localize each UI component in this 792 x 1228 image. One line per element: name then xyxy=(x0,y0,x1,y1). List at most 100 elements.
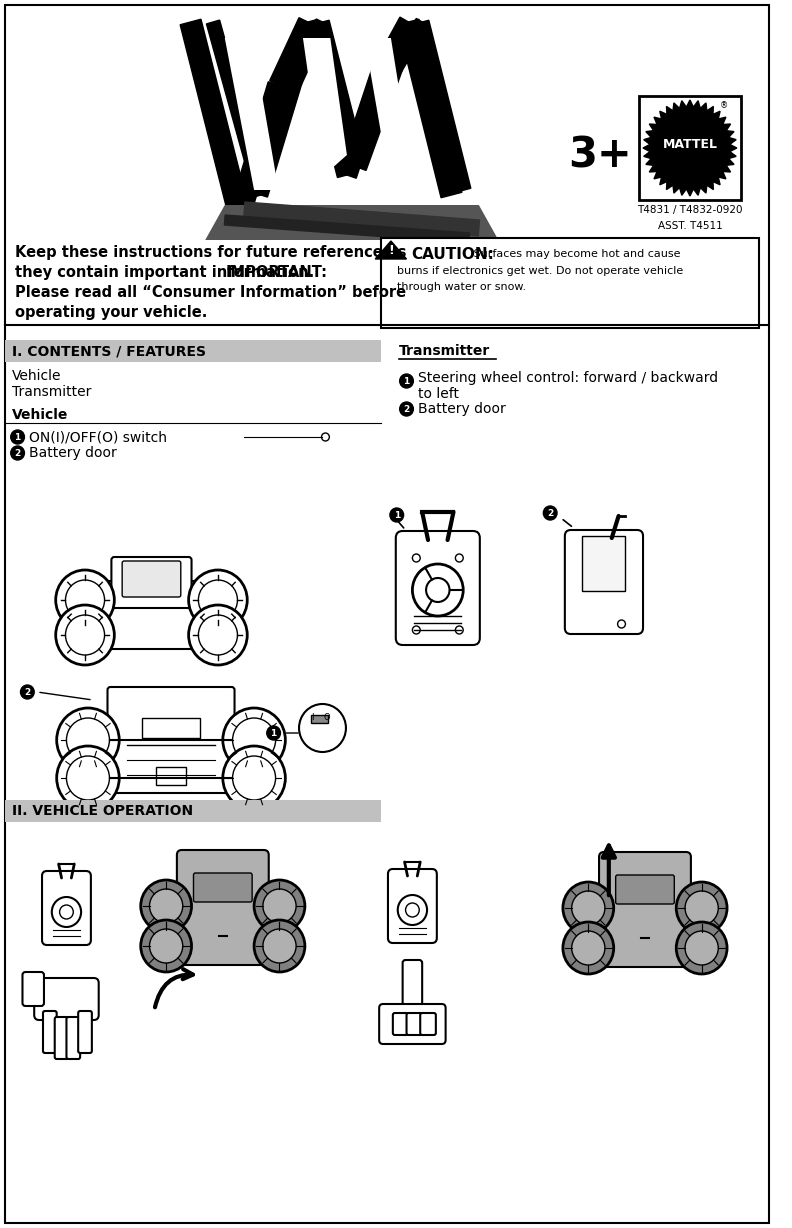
Circle shape xyxy=(188,570,247,630)
Circle shape xyxy=(254,880,305,932)
Text: they contain important information.: they contain important information. xyxy=(15,264,319,280)
Circle shape xyxy=(188,605,247,666)
FancyBboxPatch shape xyxy=(565,530,643,634)
FancyBboxPatch shape xyxy=(177,850,268,965)
Text: 1: 1 xyxy=(14,432,21,442)
Bar xyxy=(156,768,185,785)
Circle shape xyxy=(413,626,421,634)
Circle shape xyxy=(572,931,605,965)
FancyBboxPatch shape xyxy=(599,852,691,966)
FancyBboxPatch shape xyxy=(388,869,437,943)
Text: Transmitter: Transmitter xyxy=(12,386,91,399)
Circle shape xyxy=(390,508,404,522)
Text: to left: to left xyxy=(418,387,459,402)
FancyBboxPatch shape xyxy=(402,960,422,1020)
Circle shape xyxy=(685,931,718,965)
Circle shape xyxy=(67,718,109,763)
Polygon shape xyxy=(416,21,470,192)
Polygon shape xyxy=(180,20,249,217)
Text: 2: 2 xyxy=(25,688,30,696)
Text: 1: 1 xyxy=(394,511,400,519)
FancyBboxPatch shape xyxy=(112,558,192,608)
Circle shape xyxy=(21,685,34,699)
Bar xyxy=(310,715,329,723)
FancyBboxPatch shape xyxy=(393,1013,409,1035)
Circle shape xyxy=(685,892,718,925)
Text: 3+: 3+ xyxy=(568,134,632,176)
Text: Keep these instructions for future reference as: Keep these instructions for future refer… xyxy=(15,244,406,259)
FancyBboxPatch shape xyxy=(396,530,480,645)
FancyBboxPatch shape xyxy=(42,871,91,946)
Text: IMPORTANT:: IMPORTANT: xyxy=(226,264,328,280)
Polygon shape xyxy=(372,17,417,77)
Circle shape xyxy=(543,506,557,519)
Bar xyxy=(5,340,381,362)
Circle shape xyxy=(455,554,463,562)
Circle shape xyxy=(55,605,114,666)
Text: 1: 1 xyxy=(403,377,409,386)
Text: Vehicle: Vehicle xyxy=(12,408,68,422)
Circle shape xyxy=(572,892,605,925)
Circle shape xyxy=(676,922,727,974)
Circle shape xyxy=(413,564,463,616)
Circle shape xyxy=(267,726,280,740)
Circle shape xyxy=(263,930,296,963)
Polygon shape xyxy=(205,205,498,239)
Text: ®: ® xyxy=(720,102,729,111)
Text: ON(I)/OFF(O) switch: ON(I)/OFF(O) switch xyxy=(29,430,167,445)
Circle shape xyxy=(57,745,120,810)
Text: 2: 2 xyxy=(14,448,21,458)
Circle shape xyxy=(413,554,421,562)
Circle shape xyxy=(426,578,450,602)
FancyBboxPatch shape xyxy=(78,1011,92,1052)
Text: 2: 2 xyxy=(547,508,554,517)
Text: CAUTION:: CAUTION: xyxy=(411,247,494,262)
Circle shape xyxy=(141,880,192,932)
Polygon shape xyxy=(303,38,347,168)
Polygon shape xyxy=(375,241,406,259)
Polygon shape xyxy=(254,80,302,196)
Circle shape xyxy=(59,905,74,919)
Polygon shape xyxy=(337,69,390,178)
Text: I: I xyxy=(311,713,314,722)
Text: Surfaces may become hot and cause: Surfaces may become hot and cause xyxy=(470,249,680,259)
Polygon shape xyxy=(316,20,366,169)
FancyBboxPatch shape xyxy=(34,977,99,1020)
Text: ASST. T4511: ASST. T4511 xyxy=(657,221,722,231)
Circle shape xyxy=(150,930,183,963)
Polygon shape xyxy=(643,99,737,196)
FancyBboxPatch shape xyxy=(108,686,234,793)
Circle shape xyxy=(223,709,285,772)
Polygon shape xyxy=(299,20,356,178)
Bar xyxy=(639,96,741,200)
FancyBboxPatch shape xyxy=(421,1013,436,1035)
Circle shape xyxy=(233,756,276,799)
Circle shape xyxy=(618,620,626,628)
Polygon shape xyxy=(207,20,268,196)
Circle shape xyxy=(51,896,81,927)
Circle shape xyxy=(322,433,329,441)
Text: through water or snow.: through water or snow. xyxy=(397,282,526,292)
Circle shape xyxy=(55,570,114,630)
Polygon shape xyxy=(289,20,329,85)
Circle shape xyxy=(398,895,427,925)
Circle shape xyxy=(406,903,419,917)
Polygon shape xyxy=(364,38,415,190)
Text: Battery door: Battery door xyxy=(418,402,506,416)
Text: 1: 1 xyxy=(271,728,276,738)
FancyArrowPatch shape xyxy=(155,969,193,1007)
Text: Battery door: Battery door xyxy=(29,446,117,460)
Circle shape xyxy=(67,756,109,799)
Circle shape xyxy=(198,615,238,655)
Text: T4831 / T4832-0920: T4831 / T4832-0920 xyxy=(638,205,743,215)
Text: Please read all “Consumer Information” before: Please read all “Consumer Information” b… xyxy=(15,285,406,300)
Circle shape xyxy=(263,889,296,923)
Circle shape xyxy=(254,920,305,973)
Circle shape xyxy=(223,745,285,810)
FancyBboxPatch shape xyxy=(193,873,252,903)
Circle shape xyxy=(150,889,183,923)
Polygon shape xyxy=(225,38,279,190)
Text: Transmitter: Transmitter xyxy=(398,344,490,359)
Circle shape xyxy=(233,718,276,763)
FancyBboxPatch shape xyxy=(406,1013,422,1035)
